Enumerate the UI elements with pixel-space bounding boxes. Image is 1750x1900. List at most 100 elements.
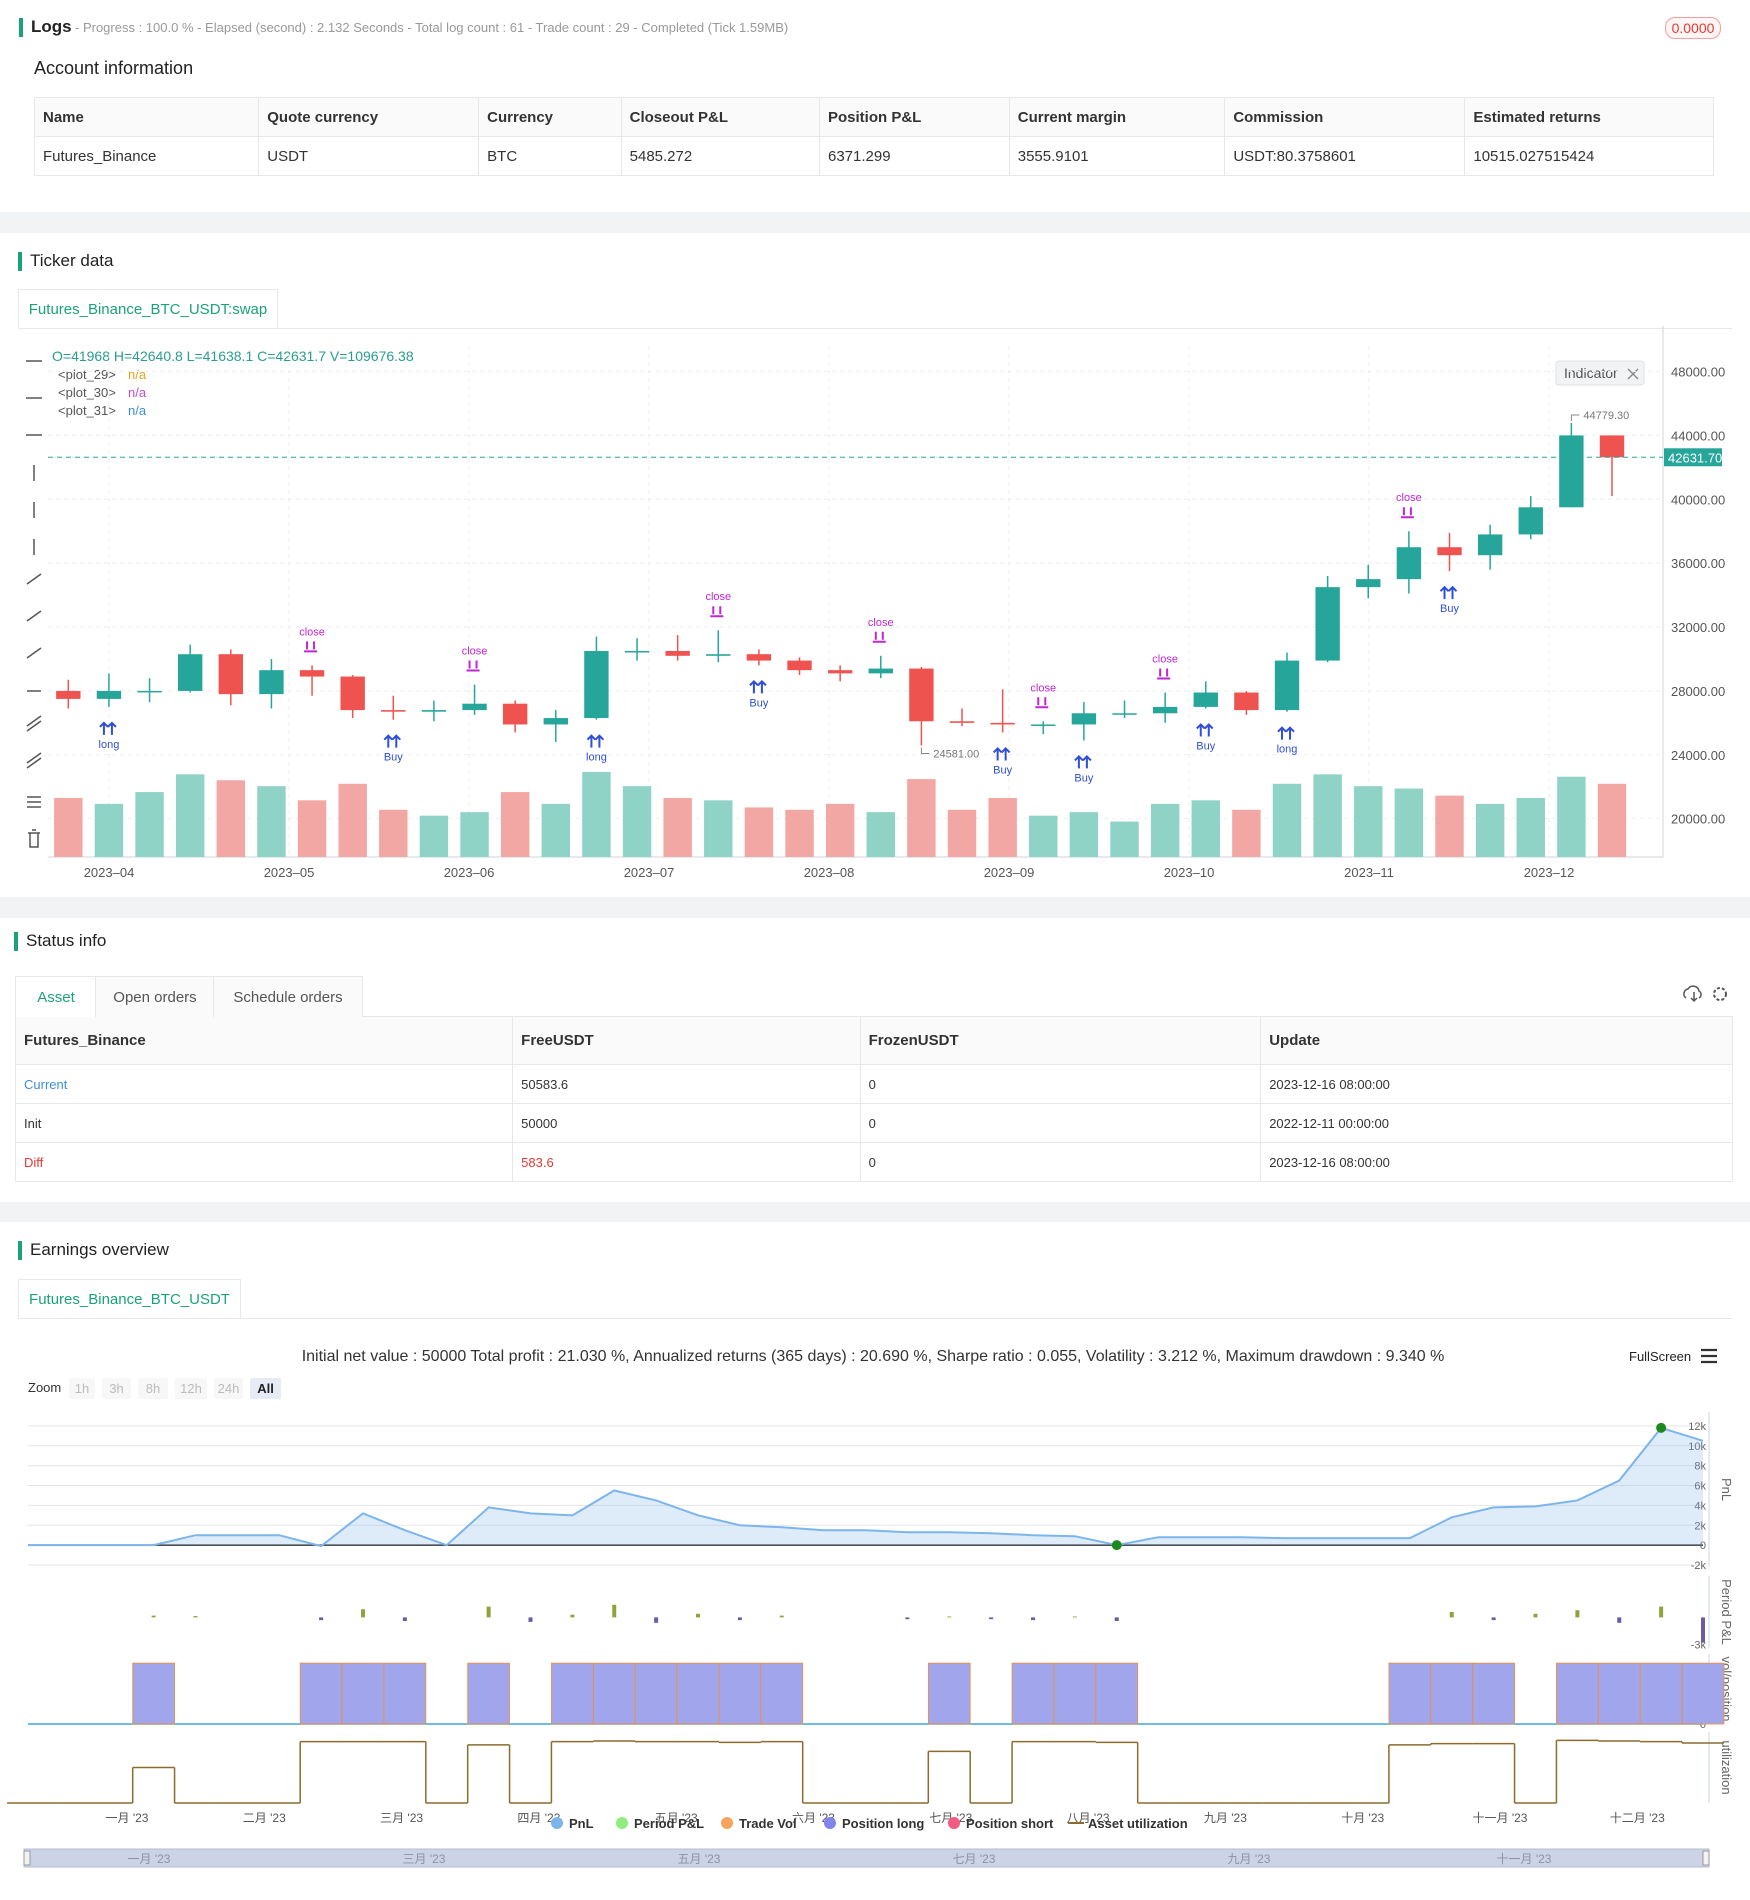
- zoom-button[interactable]: [175, 1378, 207, 1399]
- cell: USDT: [258, 136, 480, 176]
- period-bar: [612, 1604, 617, 1618]
- sell-arrow: [710, 606, 724, 618]
- status-tab[interactable]: Open orders: [95, 976, 215, 1017]
- earnings-tab[interactable]: Futures_Binance_BTC_USDT: [18, 1279, 241, 1319]
- volume-bar: [338, 783, 367, 857]
- legend-label[interactable]: Position short: [966, 1816, 1054, 1831]
- y-tick-label: 20000.00: [1671, 812, 1725, 827]
- download-icon[interactable]: [1683, 985, 1702, 1003]
- zoom-button-label[interactable]: 8h: [146, 1381, 160, 1396]
- zoom-button[interactable]: [250, 1378, 281, 1399]
- legend-label[interactable]: PnL: [569, 1816, 594, 1831]
- cell: 6371.299: [818, 136, 1010, 176]
- volume-bar: [1354, 786, 1383, 857]
- status-title: Status info: [13, 931, 107, 951]
- candle-body: [1071, 713, 1097, 725]
- position-block: [1095, 1662, 1139, 1725]
- axis-title: PnL: [1719, 1478, 1734, 1501]
- column-header: Name: [33, 97, 260, 137]
- period-bar: [361, 1609, 365, 1618]
- volume-bar: [1435, 795, 1464, 857]
- axis-title: utilization: [1719, 1740, 1734, 1794]
- zoom-button[interactable]: [138, 1378, 168, 1399]
- volume-bar: [1597, 783, 1627, 857]
- candle-body: [665, 651, 690, 656]
- cell: 5485.272: [620, 136, 820, 176]
- fullscreen-button[interactable]: FullScreen: [1629, 1349, 1691, 1364]
- data-row: Current 50583.6 0 2023-12-16 08:00:00: [14, 1064, 1733, 1104]
- legend-label[interactable]: Asset utilization: [1088, 1816, 1188, 1831]
- zoom-button[interactable]: [214, 1378, 243, 1399]
- low-label: 24581.00: [933, 749, 979, 761]
- buy-arrow: [1196, 723, 1214, 737]
- plot-name: <plot_30>: [58, 385, 116, 400]
- volume-bar: [744, 807, 774, 857]
- indicator-button[interactable]: Indicator: [1555, 360, 1645, 386]
- cell: 2022-12-11 00:00:00: [1260, 1103, 1733, 1143]
- menu-icon[interactable]: [1701, 1348, 1717, 1364]
- y-tick-label: 8k: [1694, 1461, 1706, 1473]
- volume-bar: [622, 786, 652, 857]
- volume-bar: [94, 803, 124, 857]
- candle-body: [218, 654, 243, 695]
- candle-body: [462, 703, 487, 711]
- candle-body: [1112, 713, 1137, 715]
- legend-label[interactable]: Position long: [842, 1816, 924, 1831]
- volume-bar: [582, 772, 611, 857]
- logs-badge: 0.0000: [1665, 17, 1721, 39]
- cell: 50583.6: [512, 1064, 861, 1104]
- indicator-button-box[interactable]: [1555, 360, 1645, 386]
- volume-bar: [947, 809, 977, 857]
- zoom-button[interactable]: [102, 1378, 131, 1399]
- x-tick-label: 2023–10: [1164, 865, 1215, 880]
- expand-icon[interactable]: [1627, 368, 1639, 380]
- navigator-label: 一月 '23: [128, 1852, 171, 1866]
- x-tick-label: 2023–12: [1524, 865, 1575, 880]
- logs-panel: Logs - Progress : 100.0 % - Elapsed (sec…: [0, 0, 1750, 212]
- position-block: [132, 1662, 175, 1725]
- legend-label[interactable]: Trade Vol: [739, 1816, 797, 1831]
- column-header: Commission: [1224, 97, 1466, 137]
- period-bar: [737, 1617, 742, 1621]
- zoom-button[interactable]: [69, 1378, 95, 1399]
- period-bar: [1533, 1613, 1538, 1618]
- indicator-button-label[interactable]: Indicator: [1564, 365, 1618, 381]
- status-tab[interactable]: Schedule orders: [213, 976, 363, 1017]
- status-tab[interactable]: Asset: [15, 976, 97, 1017]
- settings-icon[interactable]: [1713, 987, 1727, 1001]
- buy-arrow: [992, 747, 1011, 761]
- zoom-button-label[interactable]: 12h: [180, 1381, 202, 1396]
- legend-label[interactable]: Period P&L: [634, 1816, 704, 1831]
- data-row: Diff 583.6 0 2023-12-16 08:00:00: [14, 1142, 1733, 1182]
- period-bar: [1491, 1617, 1496, 1621]
- max-marker: [1656, 1422, 1667, 1433]
- candle-body: [706, 654, 731, 656]
- candle-body: [502, 703, 528, 725]
- zoom-button-label[interactable]: 1h: [75, 1381, 89, 1396]
- x-tick-label: 三月 '23: [380, 1811, 423, 1825]
- plot-name: <plot_29>: [58, 367, 116, 382]
- y-tick-label: 32000.00: [1671, 620, 1725, 635]
- sell-arrow: [1400, 507, 1414, 519]
- signal-label: close: [705, 591, 731, 603]
- candle-body: [909, 668, 934, 722]
- y-tick-label: 48000.00: [1671, 365, 1725, 380]
- position-block: [1053, 1662, 1097, 1725]
- period-bar: [1449, 1612, 1454, 1618]
- volume-bar: [1110, 821, 1139, 857]
- pnl-line: [28, 1426, 1704, 1548]
- volume-bar: [1150, 803, 1180, 857]
- zoom-button-label[interactable]: 3h: [109, 1381, 123, 1396]
- tab-divider: [18, 328, 1732, 329]
- zoom-button-label[interactable]: All: [257, 1381, 274, 1396]
- candle-body: [381, 710, 406, 712]
- column-header: Estimated returns: [1464, 97, 1714, 137]
- buy-arrow: [586, 734, 605, 748]
- position-block: [1430, 1662, 1474, 1725]
- navigator-track: [23, 1848, 1710, 1868]
- navigator-handle-left: [23, 1850, 31, 1866]
- candle-body: [1356, 579, 1381, 588]
- volume-bar: [541, 803, 571, 857]
- zoom-button-label[interactable]: 24h: [218, 1381, 240, 1396]
- ticker-tab[interactable]: Futures_Binance_BTC_USDT:swap: [18, 289, 278, 329]
